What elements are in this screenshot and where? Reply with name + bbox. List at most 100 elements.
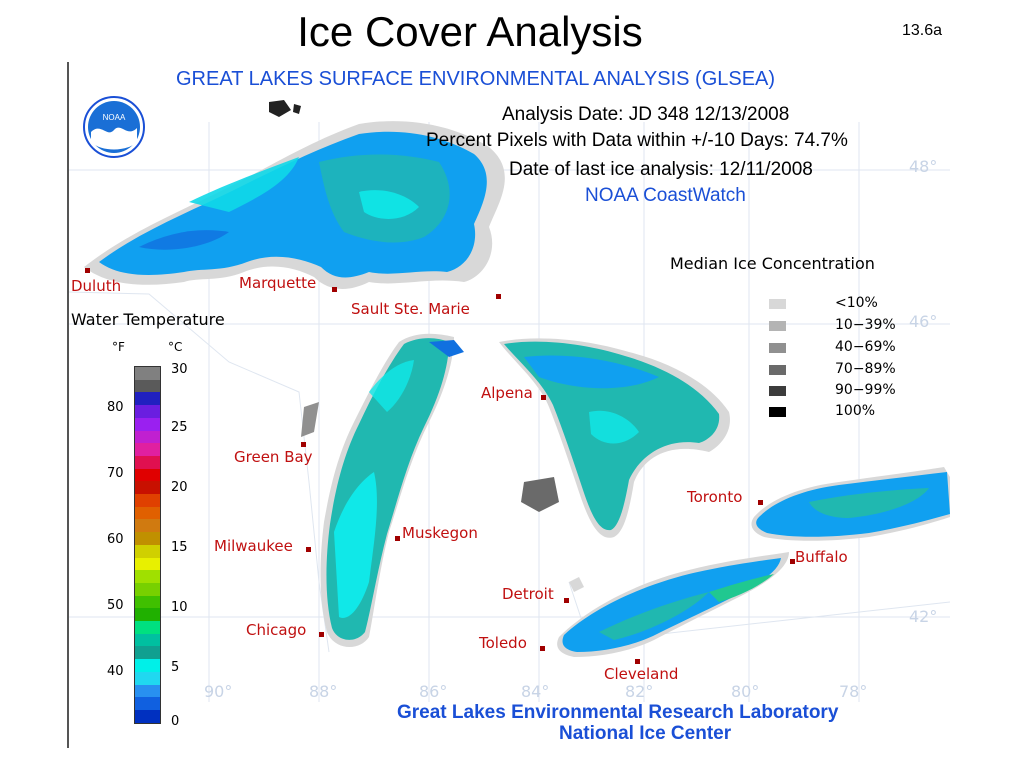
city-cleveland: Cleveland xyxy=(604,665,679,683)
colorbar-segment xyxy=(135,570,160,583)
legend-label: 10−39% xyxy=(835,317,896,333)
legend-swatch xyxy=(769,365,786,375)
colorbar-segment xyxy=(135,481,160,495)
lat-label: 42° xyxy=(909,607,938,626)
legend-swatch xyxy=(769,407,786,417)
c-tick: 15 xyxy=(171,540,188,555)
glsea-map: NOAA GREAT LAKES SURFACE ENVIRONMENTAL A… xyxy=(67,62,950,748)
footer-glerl: Great Lakes Environmental Research Labor… xyxy=(397,702,839,723)
lon-label: 78° xyxy=(839,682,868,701)
lat-label: 48° xyxy=(909,157,938,176)
slide-title: Ice Cover Analysis xyxy=(297,8,643,55)
lake-michigan xyxy=(301,333,464,648)
city-alpena: Alpena xyxy=(481,384,533,402)
water-temp-colorbar xyxy=(134,366,161,724)
lon-label: 86° xyxy=(419,682,448,701)
f-tick: 80 xyxy=(107,400,124,415)
colorbar-segment xyxy=(135,582,160,596)
city-marker xyxy=(541,395,546,400)
city-toronto: Toronto xyxy=(687,488,743,506)
colorbar-segment xyxy=(135,595,160,609)
unit-f: °F xyxy=(112,340,125,354)
colorbar-segment xyxy=(135,417,160,431)
colorbar-segment xyxy=(135,532,160,545)
f-tick: 50 xyxy=(107,598,124,613)
city-marker xyxy=(395,536,400,541)
city-marquette: Marquette xyxy=(239,274,317,292)
city-marker xyxy=(306,547,311,552)
legend-swatch xyxy=(769,386,786,396)
colorbar-segment xyxy=(135,494,160,507)
colorbar-segment xyxy=(135,709,160,723)
lake-huron xyxy=(499,338,730,538)
colorbar-segment xyxy=(135,646,160,660)
c-tick: 20 xyxy=(171,480,188,495)
water-temp-title: Water Temperature xyxy=(71,310,225,329)
c-tick: 25 xyxy=(171,420,188,435)
c-tick: 5 xyxy=(171,660,180,675)
c-tick: 30 xyxy=(171,362,188,377)
f-tick: 40 xyxy=(107,664,124,679)
colorbar-segment xyxy=(135,697,160,710)
colorbar-segment xyxy=(135,684,160,698)
lon-label: 82° xyxy=(625,682,654,701)
legend-label: 70−89% xyxy=(835,361,896,377)
legend-label: 90−99% xyxy=(835,382,896,398)
colorbar-segment xyxy=(135,468,160,482)
colorbar-segment xyxy=(135,659,160,672)
city-muskegon: Muskegon xyxy=(402,524,478,542)
city-chicago: Chicago xyxy=(246,621,307,639)
colorbar-segment xyxy=(135,379,160,393)
colorbar-segment xyxy=(135,430,160,444)
map-graphic xyxy=(69,100,950,702)
colorbar-segment xyxy=(135,392,160,406)
analysis-date: Analysis Date: JD 348 12/13/2008 xyxy=(502,104,790,125)
slide-number: 13.6a xyxy=(901,22,942,39)
noaa-logo-icon: NOAA xyxy=(83,96,145,158)
ice-legend-title: Median Ice Concentration xyxy=(670,254,875,273)
legend-swatch xyxy=(769,321,786,331)
colorbar-segment xyxy=(135,506,160,520)
colorbar-segment xyxy=(135,405,160,418)
city-duluth: Duluth xyxy=(71,277,122,295)
legend-swatch xyxy=(769,299,786,309)
legend-label: <10% xyxy=(835,295,878,311)
noaa-logo-text: NOAA xyxy=(103,113,126,122)
lon-label: 80° xyxy=(731,682,760,701)
colorbar-segment xyxy=(135,557,160,571)
city-marker xyxy=(332,287,337,292)
city-marker xyxy=(758,500,763,505)
legend-label: 100% xyxy=(835,403,876,419)
city-marker xyxy=(635,659,640,664)
city-detroit: Detroit xyxy=(502,585,554,603)
colorbar-segment xyxy=(135,519,160,533)
colorbar-segment xyxy=(135,443,160,456)
city-marker xyxy=(564,598,569,603)
colorbar-segment xyxy=(135,608,160,622)
city-milwaukee: Milwaukee xyxy=(214,537,293,555)
lake-superior xyxy=(84,100,505,289)
colorbar-segment xyxy=(135,671,160,685)
city-toledo: Toledo xyxy=(479,634,527,652)
f-tick: 60 xyxy=(107,532,124,547)
legend-label: 40−69% xyxy=(835,339,896,355)
f-tick: 70 xyxy=(107,466,124,481)
lon-label: 90° xyxy=(204,682,233,701)
lake-ontario xyxy=(751,467,950,541)
lat-label: 46° xyxy=(909,312,938,331)
lake-st-clair xyxy=(569,577,584,592)
percent-pixels: Percent Pixels with Data within +/-10 Da… xyxy=(426,130,848,151)
colorbar-segment xyxy=(135,633,160,647)
lon-label: 88° xyxy=(309,682,338,701)
city-green-bay: Green Bay xyxy=(234,448,313,466)
unit-c: °C xyxy=(168,340,183,354)
source-label: NOAA CoastWatch xyxy=(585,185,746,206)
city-marker xyxy=(301,442,306,447)
city-marker xyxy=(319,632,324,637)
lake-erie xyxy=(557,552,789,657)
colorbar-segment xyxy=(135,367,160,380)
c-tick: 10 xyxy=(171,600,188,615)
legend-swatch xyxy=(769,343,786,353)
c-tick: 0 xyxy=(171,714,180,729)
city-marker xyxy=(85,268,90,273)
